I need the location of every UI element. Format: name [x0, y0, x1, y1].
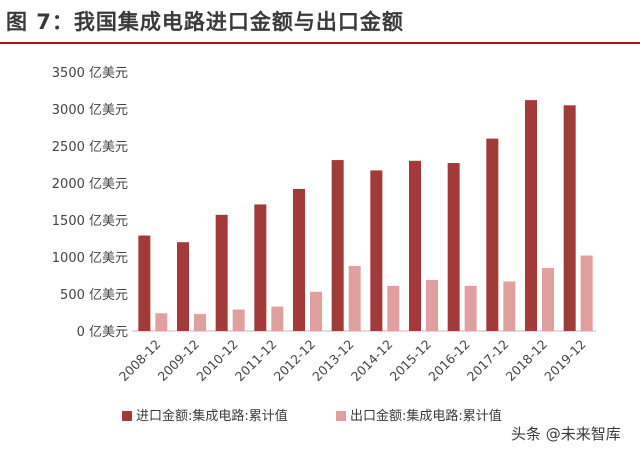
- y-tick-label: 1000 亿美元: [52, 251, 128, 266]
- x-tick-label: 2017-12: [464, 337, 512, 385]
- y-tick-label: 2000 亿美元: [52, 177, 128, 192]
- x-tick-label: 2018-12: [503, 337, 551, 385]
- import-bar-2014-12: [370, 170, 383, 331]
- import-bar-2019-12: [563, 105, 576, 331]
- x-tick-label: 2008-12: [116, 337, 164, 385]
- import-bar-2009-12: [177, 242, 189, 331]
- export-bar-2018-12: [542, 268, 554, 331]
- y-tick-label: 3500 亿美元: [52, 66, 128, 81]
- export-bar-2008-12: [155, 313, 168, 331]
- x-tick-label: 2010-12: [193, 337, 241, 385]
- x-tick-label: 2009-12: [155, 337, 203, 385]
- x-tick-label: 2012-12: [271, 337, 319, 385]
- legend-label: 进口金额:集成电路:累计值: [136, 408, 288, 424]
- x-tick-label: 2019-12: [541, 337, 589, 385]
- x-tick-label: 2011-12: [232, 337, 280, 385]
- export-bar-2012-12: [310, 291, 322, 331]
- y-axis: 0 亿美元 500 亿美元 1000 亿美元 1500 亿美元 2000 亿美元 2500…: [52, 66, 596, 340]
- x-tick-label: 2014-12: [348, 337, 396, 385]
- figure-title: 图 7：我国集成电路进口金额与出口金额: [6, 10, 404, 34]
- import-bar-2015-12: [409, 160, 421, 331]
- x-tick-label: 2015-12: [387, 337, 435, 385]
- import-bar-2008-12: [138, 235, 151, 331]
- title-divider: [0, 42, 640, 44]
- watermark-text: 头条 @未来智库: [511, 425, 621, 443]
- export-bar-2016-12: [464, 285, 477, 331]
- y-tick-label: 3000 亿美元: [52, 103, 128, 118]
- x-tick-label: 2016-12: [425, 337, 473, 385]
- export-bar-2009-12: [194, 313, 206, 331]
- import-bar-2016-12: [447, 163, 460, 331]
- legend: 进口金额:集成电路:累计值 出口金额:集成电路:累计值: [122, 408, 502, 424]
- watermark: 头条 @未来智库: [505, 421, 635, 445]
- export-bar-2010-12: [232, 309, 245, 331]
- legend-swatch: [336, 411, 346, 421]
- import-bar-2012-12: [293, 188, 305, 331]
- import-bar-2017-12: [486, 138, 499, 331]
- y-tick-label: 2500 亿美元: [52, 140, 128, 155]
- export-bar-2015-12: [426, 279, 438, 331]
- export-bar-2011-12: [271, 306, 284, 331]
- import-bar-2010-12: [215, 214, 228, 331]
- y-tick-label: 1500 亿美元: [52, 214, 128, 229]
- export-bar-2019-12: [580, 255, 593, 331]
- legend-swatch: [122, 411, 132, 421]
- y-tick-label: 0 亿美元: [77, 325, 128, 340]
- y-tick-label: 500 亿美元: [60, 288, 128, 303]
- export-bar-2017-12: [503, 281, 516, 331]
- legend-label: 出口金额:集成电路:累计值: [350, 408, 502, 424]
- export-bar-2014-12: [387, 285, 400, 331]
- export-bar-2013-12: [348, 265, 361, 331]
- import-bar-2013-12: [331, 160, 344, 331]
- bar-series: [138, 100, 593, 332]
- x-tick-label: 2013-12: [309, 337, 357, 385]
- x-axis: 2008-122009-122010-122011-122012-122013-…: [116, 337, 589, 385]
- import-bar-2018-12: [525, 100, 537, 332]
- import-bar-2011-12: [254, 204, 267, 331]
